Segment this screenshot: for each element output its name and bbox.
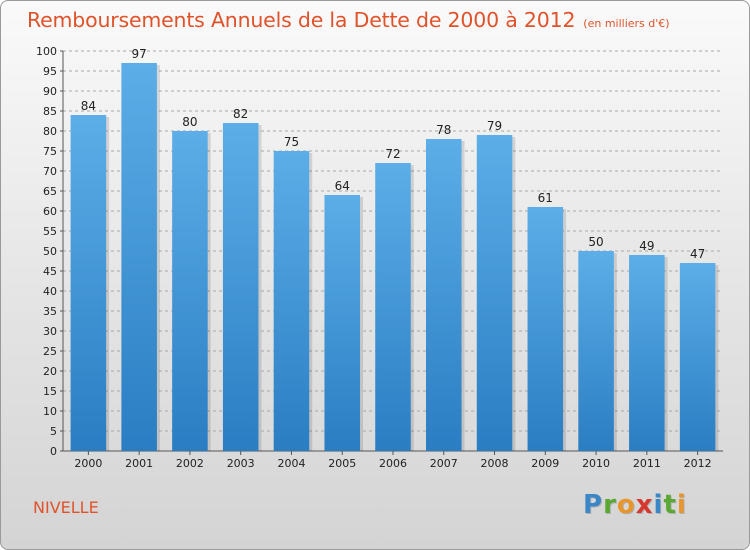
x-tick-label: 2005	[328, 457, 356, 470]
y-tick-label: 80	[43, 125, 57, 138]
y-tick-label: 35	[43, 305, 57, 318]
y-tick-label: 40	[43, 285, 57, 298]
logo-letter: i	[653, 490, 664, 520]
chart-subtitle: (en milliers d'€)	[583, 17, 670, 30]
data-label: 72	[385, 147, 400, 161]
logo-letter: P	[583, 490, 604, 520]
data-label: 82	[233, 107, 248, 121]
axes: 0 5 10 15 20 25 30 35 40 45 50 55 60 65 70 75 80 85 90 95 10…	[36, 45, 723, 470]
bar-2001	[121, 63, 157, 451]
y-tick-label: 60	[43, 205, 57, 218]
logo-letter: r	[603, 490, 617, 520]
x-tick-label: 2006	[379, 457, 407, 470]
bar-2005	[324, 195, 360, 451]
x-tick-label: 2009	[531, 457, 559, 470]
logo-letter: x	[635, 490, 654, 520]
y-tick-label: 0	[50, 445, 57, 458]
data-label: 80	[182, 115, 197, 129]
chart-title-main: Remboursements Annuels de la Dette de 20…	[27, 8, 576, 32]
bar-2003	[222, 123, 259, 451]
y-tick-label: 25	[43, 345, 57, 358]
bars	[70, 63, 719, 451]
y-tick-label: 100	[36, 45, 57, 58]
data-label: 47	[690, 247, 705, 261]
x-tick-label: 2007	[430, 457, 458, 470]
x-tick-label: 2002	[176, 457, 204, 470]
bar-2009	[527, 207, 564, 451]
y-tick-label: 5	[50, 425, 57, 438]
proxiti-logo[interactable]: Proxiti	[583, 490, 687, 520]
y-tick-label: 10	[43, 405, 57, 418]
place-name: NIVELLE	[33, 498, 99, 517]
y-tick-label: 90	[43, 85, 57, 98]
bar-2004	[273, 151, 310, 451]
bar-2007	[426, 139, 462, 451]
bar-2000	[70, 115, 107, 451]
x-tick-label: 2008	[481, 457, 509, 470]
chart-title: Remboursements Annuels de la Dette de 20…	[27, 8, 670, 32]
data-label: 84	[81, 99, 96, 113]
data-label: 50	[588, 235, 603, 249]
y-tick-label: 75	[43, 145, 57, 158]
x-tick-label: 2011	[633, 457, 661, 470]
y-tick-label: 95	[43, 65, 57, 78]
x-tick-label: 2010	[582, 457, 610, 470]
x-tick-label: 2012	[684, 457, 712, 470]
y-tick-label: 70	[43, 165, 57, 178]
y-tick-label: 20	[43, 365, 57, 378]
bar-2002	[172, 131, 208, 451]
data-label: 64	[335, 179, 350, 193]
data-label: 79	[487, 119, 502, 133]
y-tick-label: 65	[43, 185, 57, 198]
y-tick-label: 15	[43, 385, 57, 398]
y-tick-label: 50	[43, 245, 57, 258]
logo-letter: o	[616, 490, 636, 520]
data-label: 75	[284, 135, 299, 149]
data-label: 61	[538, 191, 553, 205]
logo-letter: i	[676, 490, 687, 520]
data-label: 78	[436, 123, 451, 137]
y-tick-label: 85	[43, 105, 57, 118]
bar-2010	[578, 251, 614, 451]
x-tick-label: 2004	[277, 457, 305, 470]
x-tick-label: 2001	[125, 457, 153, 470]
x-tick-label: 2000	[74, 457, 102, 470]
bar-2008	[476, 135, 513, 451]
data-label: 49	[639, 239, 654, 253]
data-labels: 84 97 80 82 75 64 72 78 79 61 50 49 47	[81, 47, 706, 261]
bar-2011	[629, 255, 665, 451]
y-tick-label: 45	[43, 265, 57, 278]
y-tick-label: 55	[43, 225, 57, 238]
x-tick-label: 2003	[227, 457, 255, 470]
data-label: 97	[132, 47, 147, 61]
logo-letter: t	[663, 490, 677, 520]
y-tick-label: 30	[43, 325, 57, 338]
bar-2006	[375, 163, 411, 451]
bar-2012	[679, 263, 716, 451]
